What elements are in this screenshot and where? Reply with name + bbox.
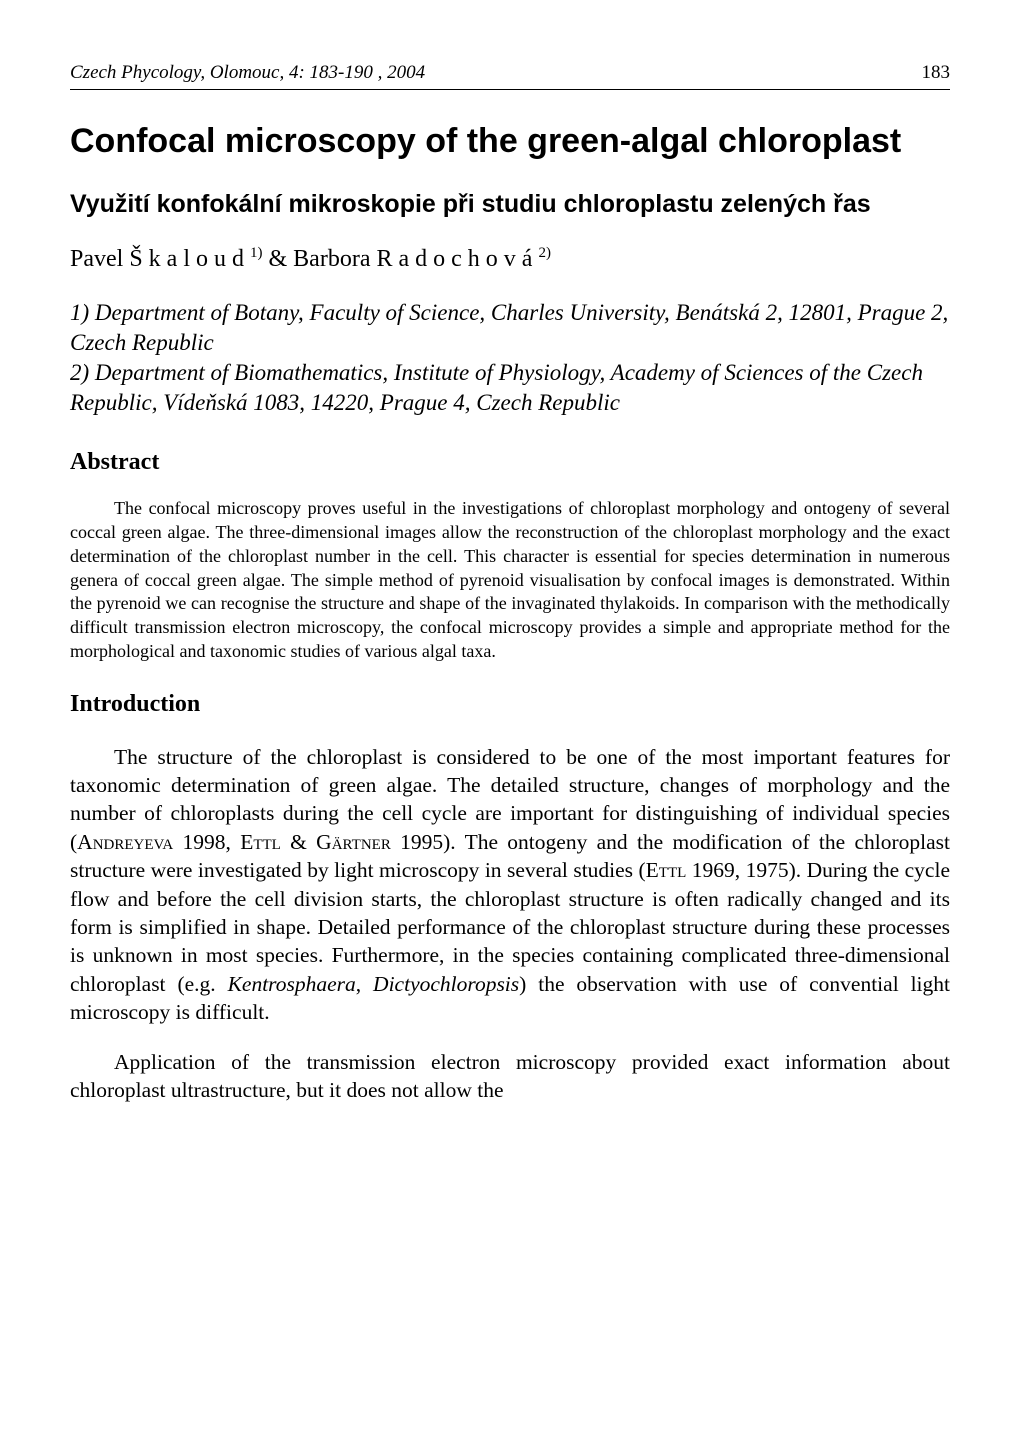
- introduction-heading: Introduction: [70, 688, 950, 722]
- journal-info: Czech Phycology, Olomouc, 4: 183-190 , 2…: [70, 60, 425, 87]
- page-number: 183: [922, 60, 951, 87]
- introduction-paragraph-2: Application of the transmission electron…: [70, 1048, 950, 1105]
- abstract-heading: Abstract: [70, 446, 950, 480]
- abstract-text: The confocal microscopy proves useful in…: [70, 497, 950, 663]
- article-title-english: Confocal microscopy of the green-algal c…: [70, 120, 950, 163]
- running-header: Czech Phycology, Olomouc, 4: 183-190 , 2…: [70, 60, 950, 90]
- affiliations: 1) Department of Botany, Faculty of Scie…: [70, 298, 950, 418]
- author-line: Pavel Š k a l o u d 1) & Barbora R a d o…: [70, 243, 950, 277]
- article-title-czech: Využití konfokální mikroskopie při studi…: [70, 188, 950, 221]
- introduction-paragraph-1: The structure of the chloroplast is cons…: [70, 743, 950, 1027]
